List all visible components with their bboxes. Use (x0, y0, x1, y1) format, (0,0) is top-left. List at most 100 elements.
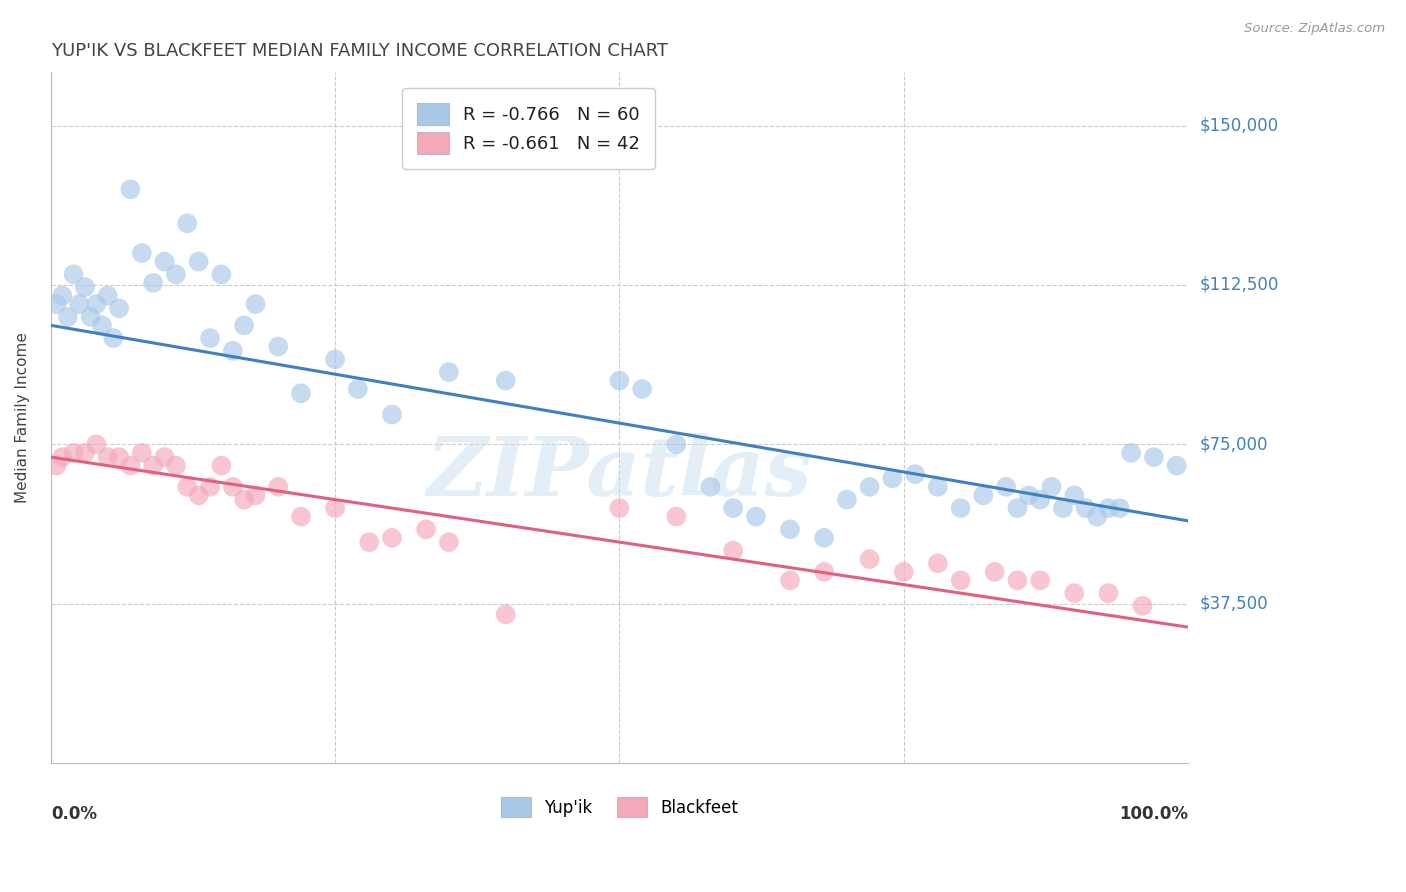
Point (347, 382, 370, 396)
Point (245, 297, 267, 311)
Point (495, 374, 517, 388)
Point (51, 450, 73, 464)
Point (665, 437, 688, 451)
Point (1029, 574, 1052, 588)
Point (67, 297, 90, 311)
Point (609, 501, 631, 516)
Point (893, 565, 915, 579)
Text: 0.0%: 0.0% (51, 805, 97, 822)
Point (813, 565, 835, 579)
Point (1132, 599, 1154, 613)
Point (437, 535, 460, 549)
Point (142, 458, 165, 473)
Point (108, 301, 131, 316)
Point (233, 492, 256, 507)
Point (1097, 501, 1119, 516)
Legend: Yup'ik, Blackfeet: Yup'ik, Blackfeet (494, 790, 745, 824)
Point (91, 318, 114, 333)
Point (1108, 501, 1130, 516)
Point (51, 288, 73, 302)
Point (813, 531, 835, 545)
Point (1121, 446, 1143, 460)
Point (927, 557, 949, 571)
Text: $37,500: $37,500 (1199, 595, 1268, 613)
Point (290, 509, 312, 524)
Point (882, 471, 904, 485)
Text: YUP'IK VS BLACKFEET MEDIAN FAMILY INCOME CORRELATION CHART: YUP'IK VS BLACKFEET MEDIAN FAMILY INCOME… (51, 42, 668, 60)
Point (323, 352, 346, 367)
Point (1007, 574, 1029, 588)
Point (859, 552, 882, 566)
Point (859, 480, 882, 494)
Y-axis label: Median Family Income: Median Family Income (15, 333, 30, 503)
Point (1018, 488, 1040, 502)
Point (56, 310, 79, 324)
Point (120, 458, 142, 473)
Point (359, 535, 381, 549)
Point (949, 501, 972, 516)
Point (1007, 501, 1029, 516)
Point (1143, 450, 1166, 464)
Point (1052, 501, 1074, 516)
Text: $150,000: $150,000 (1199, 117, 1278, 135)
Point (904, 467, 927, 481)
Point (165, 268, 187, 282)
Point (222, 480, 245, 494)
Point (120, 182, 142, 196)
Point (45, 458, 67, 473)
Point (1074, 501, 1097, 516)
Point (209, 268, 232, 282)
Point (142, 276, 165, 290)
Point (1063, 586, 1085, 600)
Point (1097, 586, 1119, 600)
Text: $75,000: $75,000 (1199, 435, 1268, 453)
Point (721, 543, 744, 558)
Point (972, 488, 994, 502)
Point (495, 607, 517, 622)
Point (1040, 480, 1063, 494)
Text: $112,500: $112,500 (1199, 276, 1278, 294)
Point (631, 382, 654, 396)
Point (222, 343, 245, 358)
Point (86, 437, 108, 451)
Point (721, 501, 744, 516)
Point (73, 446, 96, 460)
Point (103, 331, 125, 345)
Point (1063, 488, 1085, 502)
Point (927, 480, 949, 494)
Point (949, 574, 972, 588)
Point (176, 216, 198, 230)
Point (45, 297, 67, 311)
Point (1085, 509, 1108, 524)
Text: Source: ZipAtlas.com: Source: ZipAtlas.com (1244, 22, 1385, 36)
Point (779, 522, 801, 536)
Point (233, 318, 256, 333)
Point (62, 268, 84, 282)
Point (415, 522, 437, 536)
Point (62, 446, 84, 460)
Point (609, 374, 631, 388)
Point (198, 480, 221, 494)
Point (131, 446, 153, 460)
Point (79, 310, 101, 324)
Point (699, 480, 721, 494)
Point (665, 509, 688, 524)
Point (131, 246, 153, 260)
Point (745, 509, 768, 524)
Point (153, 450, 176, 464)
Point (209, 458, 232, 473)
Point (187, 488, 209, 502)
Point (108, 450, 131, 464)
Point (983, 565, 1005, 579)
Point (97, 288, 120, 302)
Point (176, 480, 198, 494)
Point (86, 297, 108, 311)
Point (1029, 492, 1052, 507)
Text: ZIPatlas: ZIPatlas (426, 433, 813, 513)
Point (165, 458, 187, 473)
Point (97, 450, 120, 464)
Point (835, 492, 858, 507)
Point (437, 365, 460, 379)
Text: 100.0%: 100.0% (1119, 805, 1188, 822)
Point (267, 480, 290, 494)
